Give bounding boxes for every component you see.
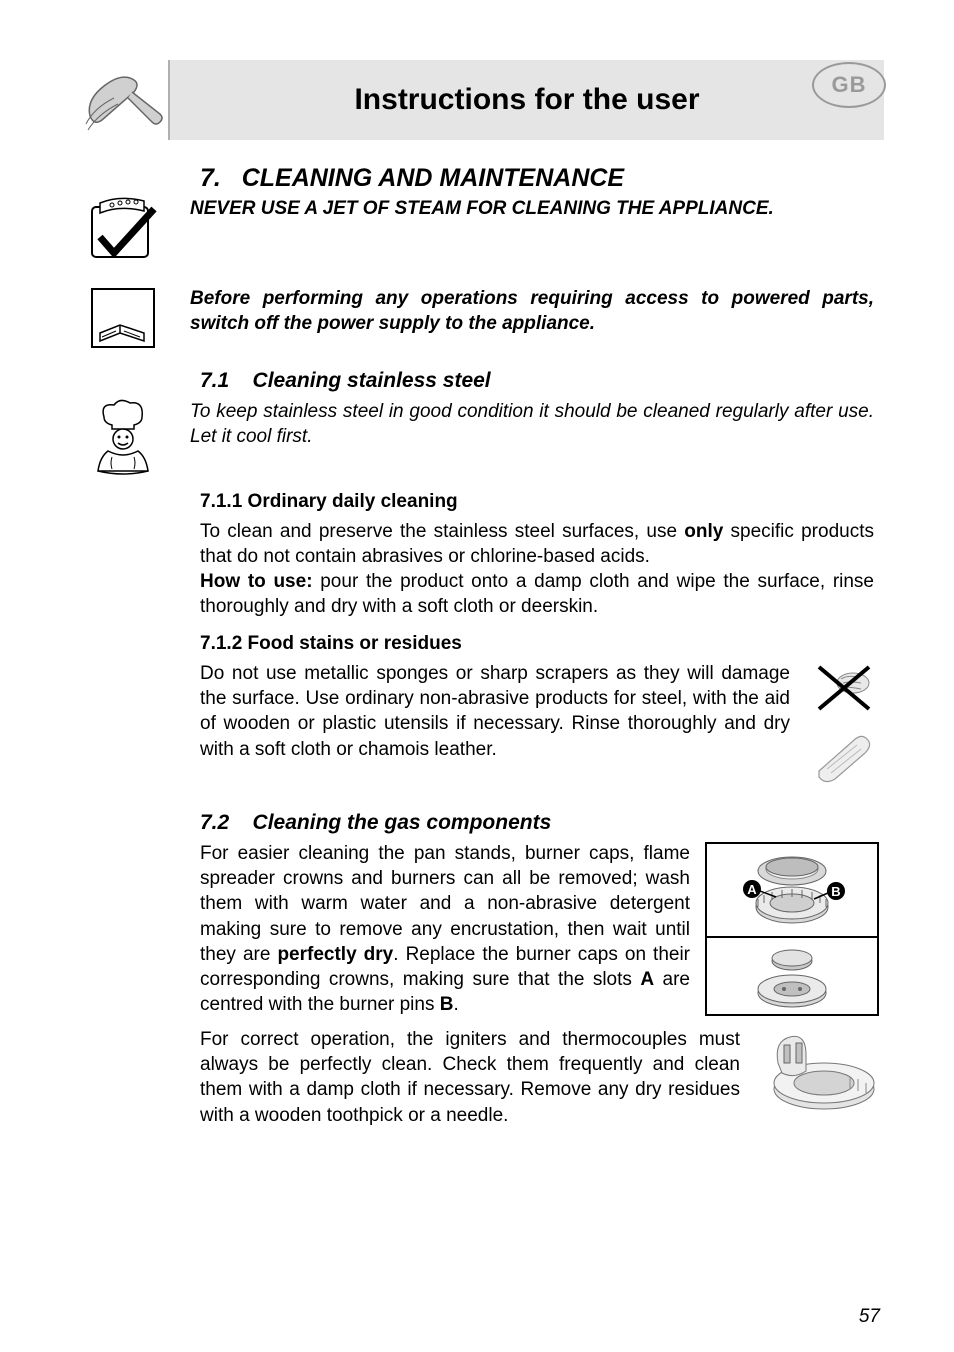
s7-2-p1-row: For easier cleaning the pan stands, burn… [200,841,884,1017]
section-number: 7. [200,164,221,192]
section-title: CLEANING AND MAINTENANCE [242,164,624,192]
diagram-label-a: A [747,882,757,897]
section-heading: 7. CLEANING AND MAINTENANCE [200,164,884,193]
s7-2-p1-dry: perfectly dry [277,944,393,965]
s7-1-1-heading: 7.1.1 Ordinary daily cleaning [200,491,884,513]
s7-2-p2-row: For correct operation, the igniters and … [200,1027,884,1127]
chef-icon [80,399,190,477]
s7-1-1-p1: To clean and preserve the stainless stee… [200,519,884,569]
igniter-diagram [754,1027,884,1119]
s7-1-2-text: Do not use metallic sponges or sharp scr… [200,661,790,761]
s7-1-2-heading: 7.1.2 Food stains or residues [200,633,884,655]
header-spoon-icon [80,60,170,140]
page-number: 57 [859,1306,880,1328]
s7-1-intro-text: To keep stainless steel in good conditio… [190,399,884,449]
s7-1-1-p1-a: To clean and preserve the stainless stee… [200,521,684,542]
s7-2-p1-b-label: B [440,994,454,1015]
s7-1-intro-row: To keep stainless steel in good conditio… [80,399,884,477]
warning-power-text: Before performing any operations requiri… [190,287,884,336]
no-metal-sponge-icon [813,661,875,717]
s7-1-1-p1-only: only [684,521,723,542]
s7-1-2-row: Do not use metallic sponges or sharp scr… [200,661,884,783]
s7-1-num: 7.1 [200,369,229,392]
checklist-icon [80,197,190,267]
s7-2-p2: For correct operation, the igniters and … [200,1027,740,1127]
s7-1-1-p2-howto: How to use: [200,571,313,592]
warning-steam-row: NEVER USE A JET OF STEAM FOR CLEANING TH… [80,197,884,267]
page-header: Instructions for the user [80,60,884,140]
s7-1-heading: 7.1 Cleaning stainless steel [200,369,884,393]
warning-power-row: Before performing any operations requiri… [80,287,884,349]
s7-2-heading: 7.2 Cleaning the gas components [200,811,884,835]
wooden-utensil-icon [813,727,875,783]
diagram-label-b: B [831,884,840,899]
s7-2-p1: For easier cleaning the pan stands, burn… [200,841,690,1017]
s7-2-title: Cleaning the gas components [253,811,552,834]
manual-page: GB Instructions for the user 7. CLEANING… [0,0,954,1352]
s7-1-title: Cleaning stainless steel [253,369,491,392]
language-badge: GB [812,62,886,108]
manual-book-icon [80,287,190,349]
s7-2-p1-g: . [453,994,458,1015]
header-title: Instructions for the user [354,83,699,117]
s7-1-2-icons [804,661,884,783]
warning-steam-text: NEVER USE A JET OF STEAM FOR CLEANING TH… [190,197,884,222]
s7-1-1-p2: How to use: pour the product onto a damp… [200,569,884,619]
s7-2-num: 7.2 [200,811,229,834]
s7-2-p1-a-label: A [640,969,654,990]
header-title-box: Instructions for the user [170,60,884,140]
burner-diagram: A B [704,841,884,1017]
language-badge-text: GB [832,72,867,98]
